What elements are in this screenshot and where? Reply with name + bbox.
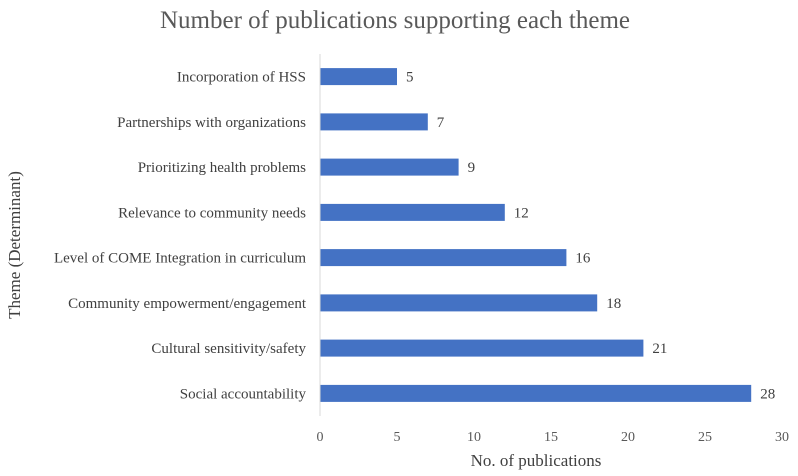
data-label: 28 bbox=[760, 386, 775, 402]
category-label: Partnerships with organizations bbox=[117, 115, 306, 131]
data-label: 9 bbox=[468, 160, 476, 176]
category-label: Incorporation of HSS bbox=[177, 70, 306, 86]
x-axis-ticks: 0 5 10 15 20 25 30 bbox=[317, 430, 790, 445]
x-tick-label: 30 bbox=[775, 430, 789, 445]
bar bbox=[320, 203, 505, 221]
bar bbox=[320, 68, 397, 86]
x-tick-label: 25 bbox=[698, 430, 712, 445]
x-tick-label: 5 bbox=[394, 430, 401, 445]
data-labels: 5 7 9 12 16 18 21 28 bbox=[406, 70, 775, 403]
category-label: Cultural sensitivity/safety bbox=[151, 341, 306, 357]
bar bbox=[320, 294, 598, 312]
bar bbox=[320, 339, 644, 357]
data-label: 7 bbox=[437, 115, 445, 131]
category-label: Prioritizing health problems bbox=[138, 160, 306, 176]
category-label: Relevance to community needs bbox=[118, 205, 306, 221]
data-label: 5 bbox=[406, 70, 414, 86]
data-label: 16 bbox=[575, 251, 591, 267]
x-axis-title: No. of publications bbox=[471, 451, 602, 470]
data-label: 12 bbox=[514, 205, 529, 221]
bar bbox=[320, 113, 428, 131]
x-tick-label: 0 bbox=[317, 430, 324, 445]
chart-title: Number of publications supporting each t… bbox=[160, 7, 630, 34]
bar bbox=[320, 249, 567, 267]
x-tick-label: 10 bbox=[467, 430, 481, 445]
category-label: Social accountability bbox=[180, 386, 307, 402]
data-label: 18 bbox=[606, 296, 621, 312]
bar bbox=[320, 384, 752, 402]
bar bbox=[320, 158, 459, 176]
x-tick-label: 20 bbox=[621, 430, 635, 445]
data-label: 21 bbox=[652, 341, 667, 357]
category-labels: Incorporation of HSS Partnerships with or… bbox=[54, 70, 307, 403]
category-label: Community empowerment/engagement bbox=[68, 296, 307, 312]
category-label: Level of COME Integration in curriculum bbox=[54, 251, 306, 267]
x-tick-label: 15 bbox=[544, 430, 558, 445]
y-axis-title: Theme (Determinant) bbox=[5, 171, 24, 319]
bars bbox=[320, 68, 752, 402]
